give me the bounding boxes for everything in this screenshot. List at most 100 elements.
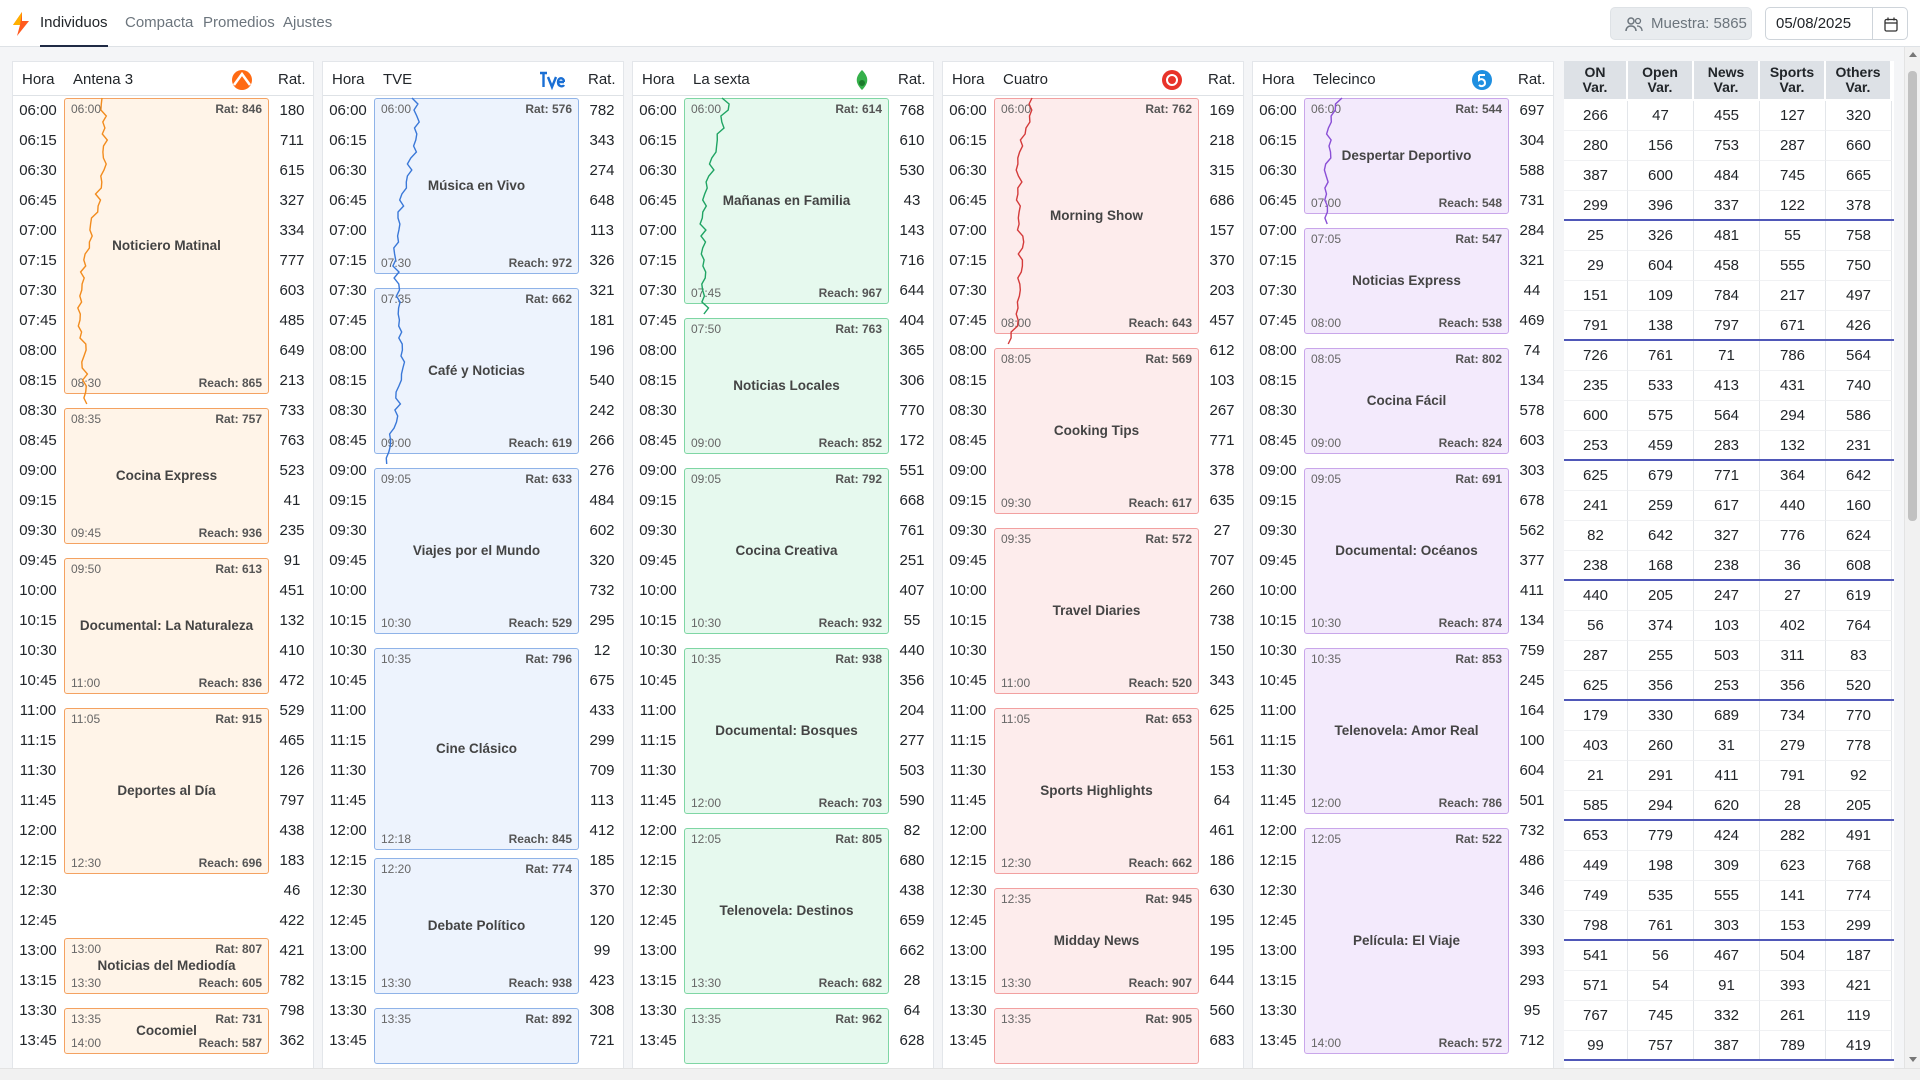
program-block[interactable]: 13:35 Rat: 731 Cocomiel 14:00 Reach: 587	[64, 1007, 269, 1054]
aggregate-cell: 231	[1826, 431, 1892, 461]
aggregate-cell: 571	[1564, 971, 1628, 1001]
rating-cell: 299	[589, 732, 615, 749]
program-end-time: 10:30	[1311, 615, 1342, 630]
time-cell: 10:00	[329, 582, 367, 599]
program-title: Cine Clásico	[435, 740, 518, 756]
aggregate-cell: 179	[1564, 701, 1628, 731]
program-block[interactable]: 10:35 Rat: 938 Documental: Bosques 12:00 Rea…	[684, 647, 889, 814]
rating-cell: 41	[283, 492, 301, 509]
program-end-time: 13:30	[381, 975, 412, 990]
program-block[interactable]: 13:35 Rat: 905	[994, 1007, 1199, 1064]
nav-tab-promedios[interactable]: Promedios	[203, 14, 275, 31]
app-logo-icon[interactable]	[10, 12, 32, 36]
aggregate-header: ON Var.	[1564, 61, 1628, 99]
program-block[interactable]: 06:00 Rat: 576 Música en Vivo 07:30 Reach: 9…	[374, 98, 579, 274]
rating-cell: 378	[1209, 462, 1235, 479]
program-block[interactable]: 11:05 Rat: 915 Deportes al Día 12:30 Reach: …	[64, 707, 269, 874]
time-cell: 06:00	[329, 102, 367, 119]
aggregate-cell: 253	[1694, 671, 1760, 701]
program-title: Midday News	[1053, 932, 1140, 948]
program-block[interactable]: 06:00 Rat: 846 Noticiero Matinal 08:30 Reach…	[64, 98, 269, 394]
aggregate-header-line2: Var.	[1582, 79, 1608, 95]
time-cell: 10:00	[19, 582, 57, 599]
program-block[interactable]: 08:05 Rat: 802 Cocina Fácil 09:00 Reach: 824	[1304, 347, 1509, 454]
nav-tab-individuos[interactable]: Individuos	[40, 0, 108, 47]
channel-column: Hora Telecinco Rat. 06:00 697 06:15 304 06:30 58…	[1252, 61, 1554, 1068]
program-block[interactable]: 06:00 Rat: 762 Morning Show 08:00 Reach: 643	[994, 98, 1199, 334]
date-input[interactable]: 05/08/2025	[1765, 7, 1873, 40]
time-cell: 13:45	[329, 1032, 367, 1049]
time-cell: 11:15	[639, 732, 677, 749]
program-block[interactable]: 12:35 Rat: 945 Midday News 13:30 Reach: 907	[994, 887, 1199, 994]
time-cell: 07:45	[1259, 312, 1297, 329]
aggregate-cell: 56	[1628, 941, 1694, 971]
program-block[interactable]: 12:20 Rat: 774 Debate Político 13:30 Reach: …	[374, 857, 579, 994]
program-start-time: 08:35	[71, 411, 102, 426]
program-block[interactable]: 09:50 Rat: 613 Documental: La Naturaleza 11…	[64, 557, 269, 694]
time-cell: 13:30	[19, 1002, 57, 1019]
program-reach: Reach: 786	[1438, 795, 1502, 810]
program-block[interactable]: 09:35 Rat: 572 Travel Diaries 11:00 Reach: 5…	[994, 527, 1199, 694]
program-start-time: 06:00	[71, 102, 102, 116]
program-rating: Rat: 802	[1455, 351, 1502, 366]
nav-tab-ajustes[interactable]: Ajustes	[283, 14, 333, 31]
program-title: Documental: Bosques	[715, 722, 858, 738]
time-cell: 07:15	[639, 252, 677, 269]
program-block[interactable]: 08:05 Rat: 569 Cooking Tips 09:30 Reach: 617	[994, 347, 1199, 514]
program-block[interactable]: 12:05 Rat: 522 Película: El Viaje 14:00 Reac…	[1304, 827, 1509, 1054]
time-cell: 08:00	[1259, 342, 1297, 359]
aggregate-cell: 520	[1826, 671, 1892, 701]
program-title: Noticiero Matinal	[112, 238, 221, 253]
program-block[interactable]: 11:05 Rat: 653 Sports Highlights 12:30 Reach…	[994, 707, 1199, 874]
program-block[interactable]: 13:35 Rat: 962	[684, 1007, 889, 1064]
aggregate-cell: 586	[1826, 401, 1892, 431]
rating-cell: 362	[279, 1032, 305, 1049]
program-block[interactable]: 06:00 Rat: 614 Mañanas en Familia 07:45 Reac…	[684, 98, 889, 304]
rating-cell: 469	[1519, 312, 1545, 329]
rating-cell: 562	[1519, 522, 1545, 539]
program-block[interactable]: 12:05 Rat: 805 Telenovela: Destinos 13:30 Re…	[684, 827, 889, 994]
program-block[interactable]: 07:35 Rat: 662 Café y Noticias 09:00 Reach: …	[374, 287, 579, 454]
aggregate-cell: 55	[1760, 221, 1826, 251]
program-block[interactable]: 08:35 Rat: 757 Cocina Express 09:45 Reach: 9…	[64, 407, 269, 544]
program-block[interactable]: 07:05 Rat: 547 Noticias Express 08:00 Reach:…	[1304, 227, 1509, 334]
program-block[interactable]: 10:35 Rat: 796 Cine Clásico 12:18 Reach: 845	[374, 647, 579, 850]
aggregate-header-line1: Open	[1642, 64, 1678, 80]
aggregate-cell: 740	[1826, 371, 1892, 401]
time-cell: 06:00	[19, 102, 57, 119]
time-cell: 11:00	[949, 702, 987, 719]
program-block[interactable]: 09:05 Rat: 633 Viajes por el Mundo 10:30 Rea…	[374, 467, 579, 634]
program-title: Telenovela: Destinos	[719, 902, 854, 918]
program-reach: Reach: 703	[818, 795, 882, 810]
time-cell: 06:00	[1259, 102, 1297, 119]
horizontal-scrollbar[interactable]	[0, 1068, 1920, 1080]
rating-cell: 635	[1209, 492, 1235, 509]
vertical-scrollbar-thumb[interactable]	[1908, 71, 1917, 521]
vertical-scrollbar[interactable]	[1904, 47, 1920, 1068]
time-cell: 07:00	[949, 222, 987, 239]
program-reach: Reach: 936	[198, 525, 262, 540]
program-block[interactable]: 13:35 Rat: 892	[374, 1007, 579, 1064]
program-block[interactable]: 06:00 Rat: 544 Despertar Deportivo 07:00 Rea…	[1304, 98, 1509, 214]
program-block[interactable]: 07:50 Rat: 763 Noticias Locales 09:00 Reach:…	[684, 317, 889, 454]
time-cell: 12:00	[1259, 822, 1297, 839]
rating-cell: 770	[899, 402, 925, 419]
program-block[interactable]: 09:05 Rat: 691 Documental: Océanos 10:30 Rea…	[1304, 467, 1509, 634]
sample-size-button[interactable]: Muestra: 5865	[1610, 7, 1752, 40]
rating-cell: 44	[1523, 282, 1541, 299]
aggregate-cell: 27	[1760, 581, 1826, 611]
calendar-button[interactable]	[1872, 7, 1908, 40]
program-end-time: 08:00	[1311, 315, 1342, 330]
aggregate-header: News Var.	[1694, 61, 1760, 99]
program-start-time: 10:35	[1311, 651, 1342, 666]
aggregate-cell: 745	[1760, 161, 1826, 191]
rating-cell: 759	[1519, 642, 1545, 659]
program-block[interactable]: 10:35 Rat: 853 Telenovela: Amor Real 12:00 R…	[1304, 647, 1509, 814]
aggregate-cell: 287	[1564, 641, 1628, 671]
program-block[interactable]: 13:00 Rat: 807 Noticias del Mediodía 13:30 R…	[64, 938, 269, 994]
rating-cell: 153	[1209, 762, 1235, 779]
nav-tab-compacta[interactable]: Compacta	[125, 14, 194, 31]
aggregate-cell: 387	[1564, 161, 1628, 191]
rating-cell: 183	[279, 852, 305, 869]
program-block[interactable]: 09:05 Rat: 792 Cocina Creativa 10:30 Reach: …	[684, 467, 889, 634]
